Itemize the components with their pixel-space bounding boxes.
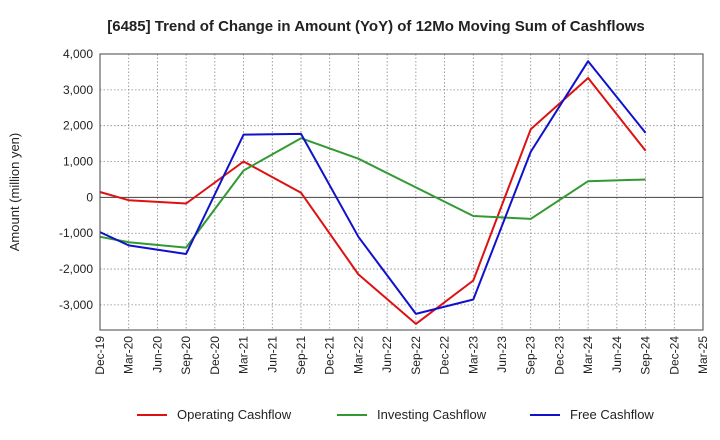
legend: Operating Cashflow Investing Cashflow Free… — [137, 407, 654, 422]
x-tick-label: Mar-22 — [351, 336, 365, 374]
x-tick-label: Sep-20 — [179, 336, 193, 375]
chart-title: [6485] Trend of Change in Amount (YoY) o… — [107, 18, 645, 35]
x-tick-label: Mar-23 — [466, 336, 480, 374]
y-tick-label: 3,000 — [63, 83, 93, 97]
legend-label-free-cashflow: Free Cashflow — [570, 407, 654, 422]
series-line-operating-cashflow — [99, 77, 647, 325]
legend-label-operating-cashflow: Operating Cashflow — [177, 407, 292, 422]
y-tick-label: 2,000 — [63, 119, 93, 133]
y-tick-label: 4,000 — [63, 47, 93, 61]
x-tick-labels: Dec-19 Mar-20 Jun-20 Sep-20 Dec-20 Mar-21 Jun-… — [93, 336, 710, 375]
x-tick-label: Sep-23 — [524, 336, 538, 375]
plot-frame — [99, 53, 704, 331]
x-tick-label: Mar-20 — [122, 336, 136, 374]
y-tick-labels: 4,000 3,000 2,000 1,000 0 -1,000 -2,000 -3,000 — [59, 47, 93, 312]
x-tick-label: Mar-25 — [696, 336, 710, 374]
x-tick-label: Dec-19 — [93, 336, 107, 375]
y-axis-label: Amount (million yen) — [7, 133, 22, 252]
x-tick-label: Jun-22 — [380, 336, 394, 373]
x-tick-label: Sep-24 — [639, 336, 653, 375]
x-tick-label: Mar-21 — [237, 336, 251, 374]
x-tick-label: Dec-21 — [323, 336, 337, 375]
x-tick-label: Sep-21 — [294, 336, 308, 375]
series-line-investing-cashflow — [99, 137, 646, 249]
x-tick-label: Jun-23 — [495, 336, 509, 373]
x-tick-label: Dec-24 — [667, 336, 681, 375]
x-tick-label: Jun-20 — [150, 336, 164, 373]
y-tick-label: -1,000 — [59, 226, 93, 240]
x-tick-label: Jun-24 — [610, 336, 624, 373]
x-tick-label: Dec-22 — [438, 336, 452, 375]
series-line-free-cashflow — [99, 60, 647, 315]
y-tick-label: 0 — [86, 190, 93, 204]
x-tick-label: Dec-23 — [552, 336, 566, 375]
series-lines — [99, 60, 647, 325]
x-tick-label: Jun-21 — [265, 336, 279, 373]
x-tick-label: Sep-22 — [409, 336, 423, 375]
y-tick-label: 1,000 — [63, 155, 93, 169]
x-tick-label: Mar-24 — [581, 336, 595, 374]
legend-label-investing-cashflow: Investing Cashflow — [377, 407, 487, 422]
plot-area — [100, 54, 703, 330]
x-tick-label: Dec-20 — [208, 336, 222, 375]
y-tick-label: -3,000 — [59, 298, 93, 312]
y-tick-label: -2,000 — [59, 262, 93, 276]
